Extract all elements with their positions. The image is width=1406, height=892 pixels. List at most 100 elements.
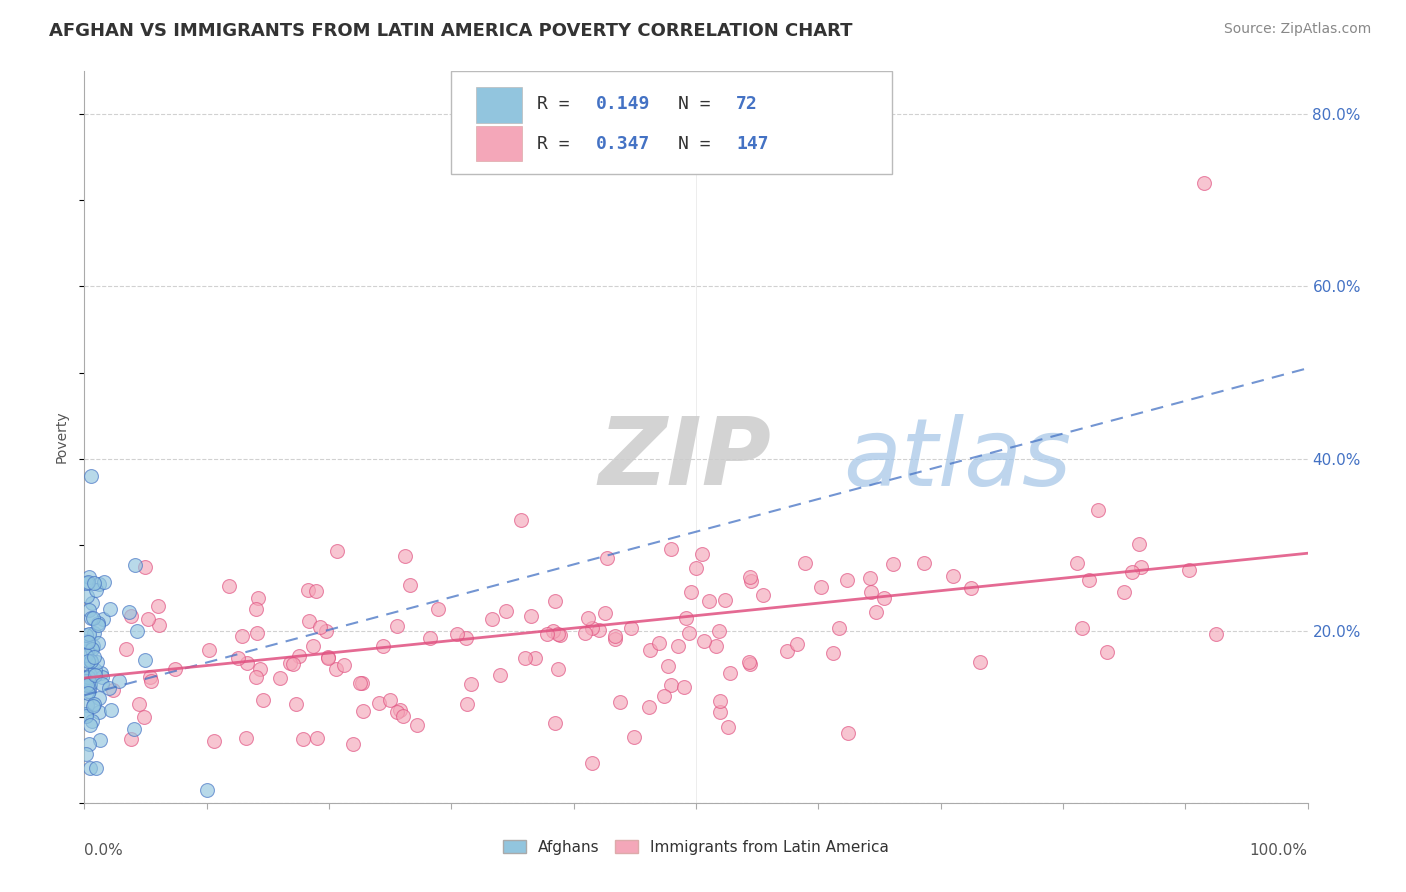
Point — [87, 616, 110, 631]
Point — [75, 674, 97, 689]
Point — [76, 635, 98, 649]
Point — [108, 674, 131, 689]
Point — [1192, 176, 1215, 190]
Point — [810, 580, 832, 594]
Point — [325, 662, 347, 676]
Point — [637, 700, 659, 714]
Point — [837, 726, 859, 740]
Point — [681, 585, 703, 599]
Point — [718, 665, 741, 680]
Point — [752, 588, 775, 602]
Point — [298, 614, 321, 628]
Point — [75, 628, 97, 642]
Point — [394, 549, 416, 563]
Point — [544, 594, 567, 608]
Point — [510, 513, 533, 527]
Point — [399, 578, 422, 592]
Point — [79, 668, 101, 682]
Point — [352, 676, 374, 690]
Point — [305, 731, 328, 746]
Text: Source: ZipAtlas.com: Source: ZipAtlas.com — [1223, 22, 1371, 37]
Point — [76, 576, 98, 591]
Point — [84, 582, 107, 597]
Point — [89, 733, 111, 747]
Text: atlas: atlas — [842, 414, 1071, 505]
Point — [969, 655, 991, 669]
Point — [1066, 556, 1088, 570]
Point — [89, 706, 111, 720]
Point — [82, 641, 104, 656]
Point — [77, 683, 100, 698]
Point — [86, 655, 108, 669]
Point — [269, 672, 291, 686]
Point — [596, 551, 619, 566]
Point — [148, 618, 170, 632]
Bar — [475, 87, 522, 122]
Point — [678, 625, 700, 640]
Point — [82, 640, 104, 654]
Text: R =: R = — [537, 95, 581, 112]
Point — [576, 611, 599, 625]
Point — [163, 662, 186, 676]
Point — [198, 642, 221, 657]
Text: 72: 72 — [737, 95, 758, 112]
Point — [139, 670, 162, 684]
Point — [690, 547, 713, 561]
Point — [588, 623, 610, 637]
Text: 0.0%: 0.0% — [84, 843, 124, 858]
Point — [367, 696, 389, 710]
Point — [1205, 627, 1227, 641]
Text: 0.149: 0.149 — [596, 95, 650, 112]
Point — [581, 621, 603, 635]
Point — [515, 651, 537, 665]
Point — [125, 624, 148, 638]
Point — [1077, 573, 1099, 587]
Point — [704, 639, 727, 653]
Point — [685, 561, 707, 575]
Point — [75, 747, 97, 762]
Point — [226, 651, 249, 665]
Point — [638, 643, 661, 657]
Point — [960, 582, 983, 596]
Point — [548, 627, 571, 641]
Point — [488, 668, 510, 682]
Point — [297, 582, 319, 597]
Point — [134, 653, 156, 667]
Point — [231, 629, 253, 643]
Point — [1178, 562, 1201, 576]
Point — [136, 612, 159, 626]
Point — [75, 706, 97, 721]
Point — [620, 622, 643, 636]
Point — [83, 697, 105, 711]
Point — [666, 639, 689, 653]
Point — [865, 605, 887, 619]
Point — [246, 626, 269, 640]
Point — [305, 584, 328, 599]
Point — [245, 671, 267, 685]
Point — [332, 658, 354, 673]
Point — [139, 674, 162, 689]
Point — [285, 697, 308, 711]
Point — [460, 676, 482, 690]
Point — [385, 619, 408, 633]
Point — [79, 718, 101, 732]
Point — [349, 676, 371, 690]
Point — [581, 756, 603, 771]
Point — [87, 690, 110, 705]
Point — [652, 689, 675, 703]
Point — [77, 670, 100, 684]
Point — [520, 609, 543, 624]
Point — [541, 624, 564, 639]
Point — [100, 703, 122, 717]
Point — [278, 657, 301, 671]
Point — [76, 698, 98, 712]
Point — [83, 668, 105, 682]
Point — [80, 611, 103, 625]
Point — [82, 698, 104, 713]
Text: AFGHAN VS IMMIGRANTS FROM LATIN AMERICA POVERTY CORRELATION CHART: AFGHAN VS IMMIGRANTS FROM LATIN AMERICA … — [49, 22, 852, 40]
Point — [419, 631, 441, 645]
Point — [659, 541, 682, 556]
FancyBboxPatch shape — [451, 71, 891, 174]
Point — [385, 705, 408, 719]
Point — [309, 620, 332, 634]
